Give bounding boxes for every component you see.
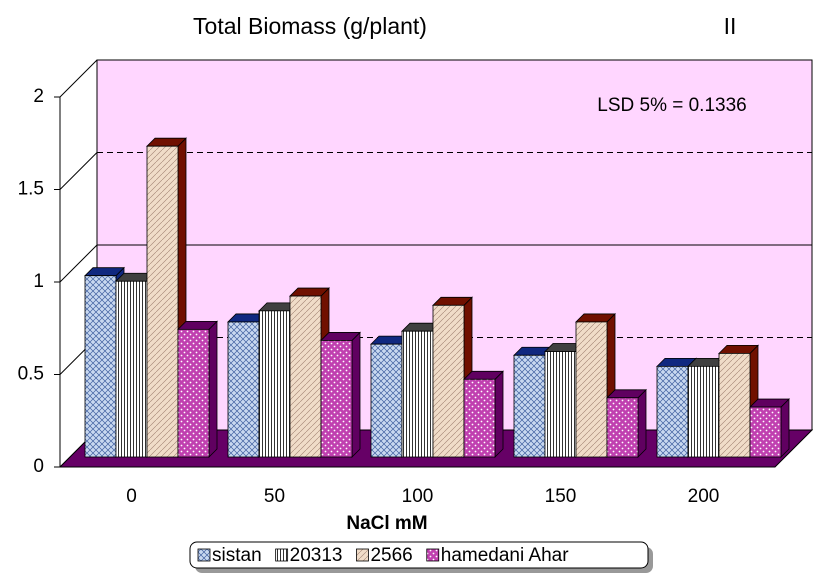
y-tick-label: 1 xyxy=(33,271,44,292)
x-tick-label: 50 xyxy=(264,486,285,507)
bar-front xyxy=(177,328,210,458)
bar-front xyxy=(656,365,689,458)
x-tick-label: 200 xyxy=(688,486,720,507)
y-tick-label: 0 xyxy=(33,456,44,477)
bar-front xyxy=(115,280,148,458)
legend-swatch xyxy=(356,548,369,562)
legend-swatch xyxy=(197,548,211,562)
legend-label: 2566 xyxy=(370,545,412,566)
bar-front xyxy=(401,330,434,458)
panel-label: II xyxy=(724,13,737,39)
bar-front xyxy=(749,406,782,458)
bar-front xyxy=(289,295,322,458)
bar-front xyxy=(84,275,117,458)
bar-front xyxy=(227,321,260,458)
legend-label: hamedani Ahar xyxy=(441,545,569,566)
x-tick-label: 100 xyxy=(402,486,434,507)
bar xyxy=(177,320,218,458)
x-tick-label: 0 xyxy=(126,486,137,507)
annotation: LSD 5% = 0.1336 xyxy=(597,95,746,116)
legend xyxy=(189,541,649,569)
bar-front xyxy=(575,321,608,458)
bar-front xyxy=(258,310,291,458)
legend-swatch xyxy=(275,548,289,562)
side-grid-line xyxy=(59,152,98,190)
y-tick-label: 2 xyxy=(33,86,44,107)
legend-label: 20313 xyxy=(290,545,343,566)
bar-front xyxy=(320,340,353,458)
side-grid-line xyxy=(59,244,98,283)
bar-front xyxy=(544,351,577,458)
bar-front xyxy=(146,145,179,458)
x-axis-label: NaCl mM xyxy=(346,513,427,534)
side-grid-line xyxy=(59,59,98,98)
bar-side xyxy=(351,331,361,458)
bar-front xyxy=(718,352,751,458)
x-tick-label: 150 xyxy=(545,486,577,507)
bar-side xyxy=(780,398,790,458)
bar xyxy=(463,370,504,458)
y-tick-label: 0.5 xyxy=(18,364,44,385)
bar-front xyxy=(463,378,496,458)
bar-front xyxy=(432,304,465,458)
bar-side xyxy=(637,388,647,458)
bar-side xyxy=(494,370,504,458)
y-tick-label: 1.5 xyxy=(18,179,44,200)
legend-label: sistan xyxy=(212,545,262,566)
bar xyxy=(606,388,647,458)
bar-front xyxy=(687,365,720,458)
bar-front xyxy=(370,343,403,458)
bar xyxy=(749,398,790,458)
bar-side xyxy=(208,320,218,458)
bar-front xyxy=(606,397,639,458)
chart-title: Total Biomass (g/plant) xyxy=(193,13,427,39)
bar xyxy=(320,331,361,458)
bar-front xyxy=(513,354,546,458)
legend-swatch xyxy=(426,548,440,562)
